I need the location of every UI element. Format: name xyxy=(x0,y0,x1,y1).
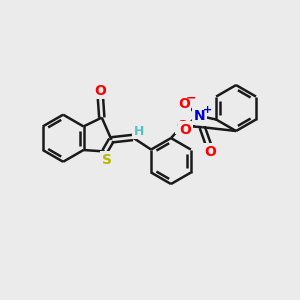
Text: S: S xyxy=(102,153,112,167)
Text: H: H xyxy=(134,124,144,137)
Text: O: O xyxy=(94,83,106,98)
Text: −: − xyxy=(186,91,196,104)
Text: +: + xyxy=(202,104,212,115)
Text: O: O xyxy=(179,123,191,137)
Text: N: N xyxy=(194,109,206,123)
Text: O: O xyxy=(178,97,190,111)
Text: O: O xyxy=(176,119,188,133)
Text: O: O xyxy=(204,145,216,159)
